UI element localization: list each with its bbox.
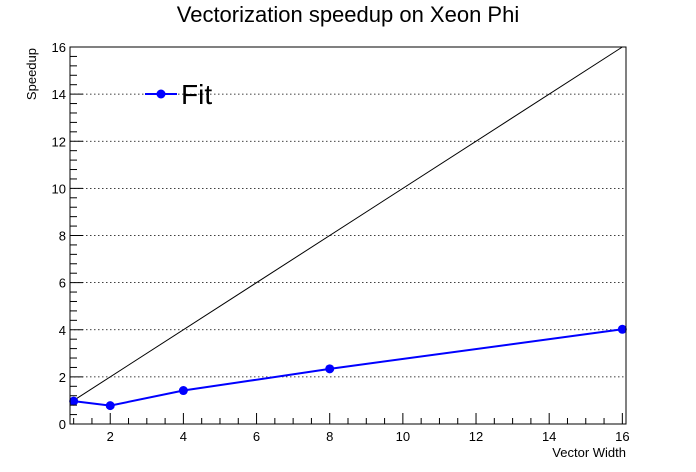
data-point — [69, 396, 79, 406]
x-axis: 2 4 6 8 10 12 14 16 — [73, 413, 630, 444]
grid — [70, 93, 626, 378]
x-tick-label: 6 — [253, 429, 260, 444]
y-tick-label: 10 — [52, 181, 66, 196]
legend: Fit — [145, 79, 212, 110]
y-tick-label: 2 — [59, 370, 66, 385]
x-tick-label: 4 — [180, 429, 187, 444]
series-line — [73, 328, 623, 407]
x-tick-label: 12 — [469, 429, 483, 444]
y-axis-label: Speedup — [24, 48, 39, 100]
y-tick-label: 0 — [59, 417, 66, 432]
x-tick-label: 14 — [542, 429, 556, 444]
legend-marker — [156, 89, 166, 99]
data-point — [178, 386, 188, 396]
chart-title: Vectorization speedup on Xeon Phi — [177, 2, 519, 27]
legend-label-fit: Fit — [181, 79, 212, 110]
data-point — [105, 401, 115, 411]
y-tick-label: 8 — [59, 229, 66, 244]
y-tick-label: 14 — [52, 87, 66, 102]
x-axis-label: Vector Width — [552, 445, 626, 460]
data-point — [325, 364, 335, 374]
series-group — [69, 324, 627, 411]
x-tick-label: 16 — [615, 429, 629, 444]
x-tick-label: 8 — [326, 429, 333, 444]
y-tick-label: 12 — [52, 134, 66, 149]
data-point — [617, 324, 627, 334]
y-tick-label: 4 — [59, 323, 66, 338]
y-tick-label: 16 — [52, 40, 66, 55]
x-tick-label: 10 — [396, 429, 410, 444]
reference-line-group — [73, 46, 623, 401]
y-tick-label: 6 — [59, 276, 66, 291]
y-axis: 0 2 4 6 8 10 12 14 16 — [52, 40, 83, 432]
reference-line — [73, 46, 623, 401]
x-tick-label: 2 — [107, 429, 114, 444]
